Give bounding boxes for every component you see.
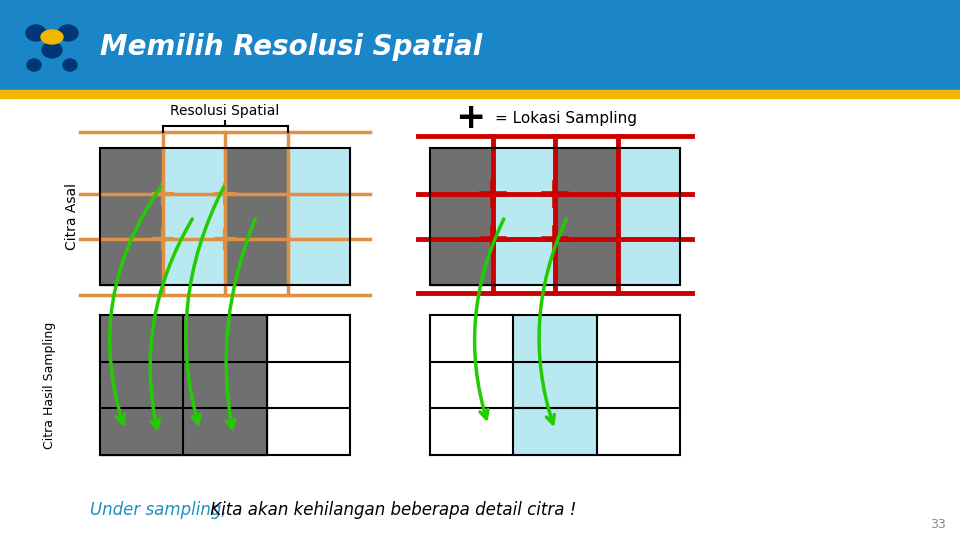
Bar <box>287 148 350 285</box>
Bar <box>514 315 597 455</box>
Text: Memilih Resolusi Spatial: Memilih Resolusi Spatial <box>100 33 482 61</box>
Ellipse shape <box>63 59 77 71</box>
Bar <box>162 148 225 285</box>
Bar <box>100 315 267 455</box>
Text: Resolusi Spatial: Resolusi Spatial <box>170 104 279 118</box>
Text: Under sampling,: Under sampling, <box>90 501 227 519</box>
Bar <box>617 148 680 285</box>
Text: Citra Asal: Citra Asal <box>65 183 79 250</box>
Ellipse shape <box>58 25 78 41</box>
Text: Citra Hasil Sampling: Citra Hasil Sampling <box>43 321 57 449</box>
Text: +: + <box>455 101 485 135</box>
Bar <box>555 148 617 285</box>
Bar <box>430 148 680 285</box>
Bar <box>0 0 960 90</box>
Bar <box>100 148 162 285</box>
Text: Kita akan kehilangan beberapa detail citra !: Kita akan kehilangan beberapa detail cit… <box>205 501 576 519</box>
Bar <box>100 148 350 285</box>
Bar <box>492 148 555 285</box>
Bar <box>430 148 492 285</box>
Text: = Lokasi Sampling: = Lokasi Sampling <box>495 111 637 125</box>
Bar <box>225 148 287 285</box>
Text: 33: 33 <box>930 518 946 531</box>
Ellipse shape <box>26 25 46 41</box>
Ellipse shape <box>41 30 63 44</box>
Bar <box>0 90 960 98</box>
Ellipse shape <box>42 42 62 58</box>
Ellipse shape <box>27 59 41 71</box>
